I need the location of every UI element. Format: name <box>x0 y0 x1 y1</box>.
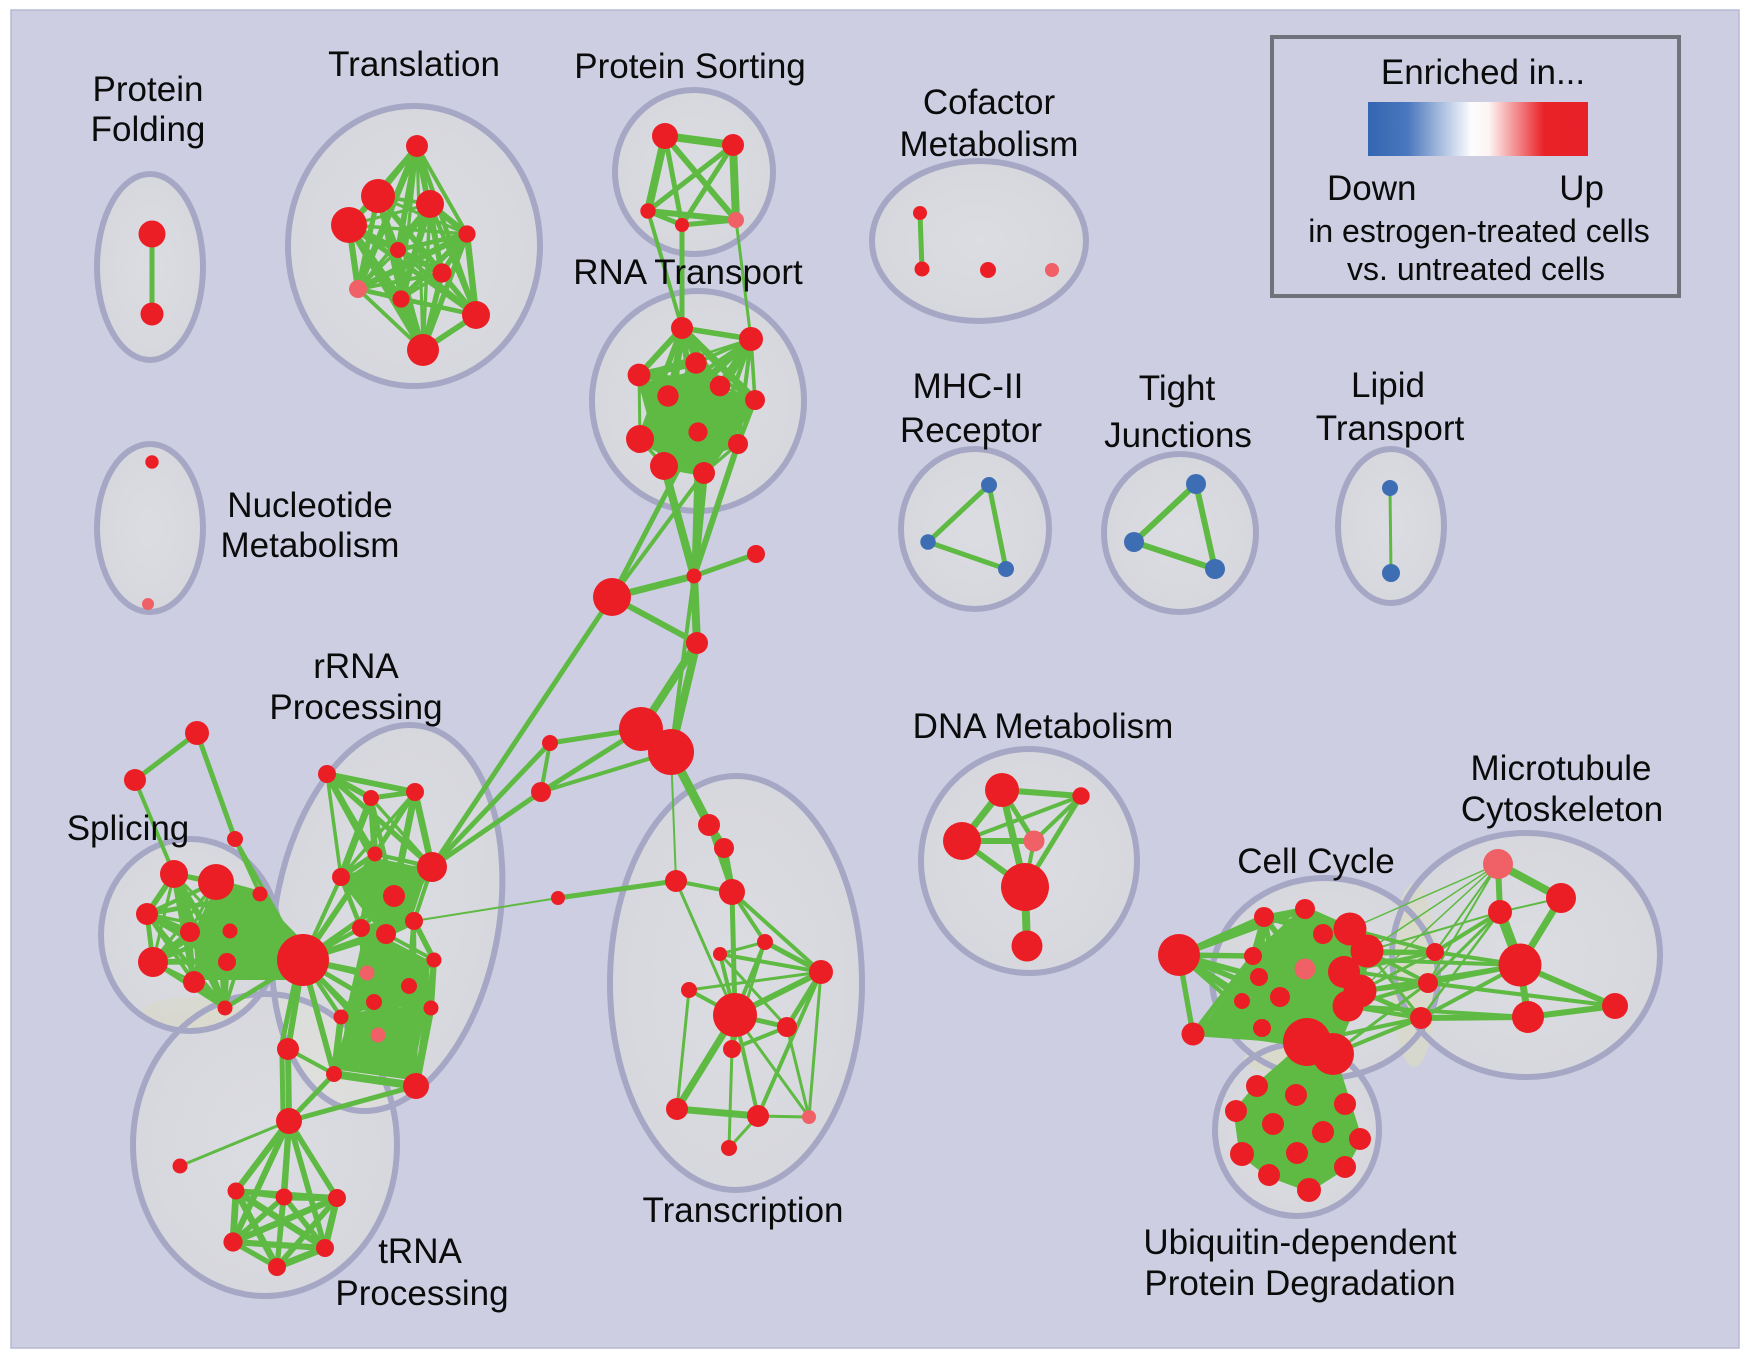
svg-text:Translation: Translation <box>328 45 500 84</box>
svg-text:Cofactor: Cofactor <box>923 83 1056 122</box>
svg-text:Metabolism: Metabolism <box>900 125 1079 164</box>
svg-text:RNA Transport: RNA Transport <box>573 253 803 292</box>
svg-text:Metabolism: Metabolism <box>221 526 400 565</box>
svg-text:rRNA: rRNA <box>313 647 399 686</box>
svg-text:Cytoskeleton: Cytoskeleton <box>1461 790 1663 829</box>
svg-text:Splicing: Splicing <box>67 809 190 848</box>
svg-text:Receptor: Receptor <box>900 411 1042 450</box>
svg-text:Protein Sorting: Protein Sorting <box>574 47 806 86</box>
svg-text:Protein Degradation: Protein Degradation <box>1144 1264 1455 1303</box>
svg-text:Lipid: Lipid <box>1351 366 1425 405</box>
svg-text:Transcription: Transcription <box>643 1191 844 1230</box>
svg-text:in estrogen-treated cells: in estrogen-treated cells <box>1308 213 1650 249</box>
svg-text:Tight: Tight <box>1139 369 1216 408</box>
svg-text:tRNA: tRNA <box>378 1232 462 1271</box>
svg-text:Processing: Processing <box>269 688 442 727</box>
svg-text:Ubiquitin-dependent: Ubiquitin-dependent <box>1143 1223 1457 1262</box>
svg-text:Protein: Protein <box>93 70 204 109</box>
svg-text:Up: Up <box>1559 169 1604 208</box>
svg-text:Processing: Processing <box>335 1274 508 1313</box>
svg-text:Nucleotide: Nucleotide <box>227 486 392 525</box>
svg-text:Transport: Transport <box>1316 409 1465 448</box>
svg-text:Microtubule: Microtubule <box>1471 749 1652 788</box>
svg-text:Cell Cycle: Cell Cycle <box>1237 842 1395 881</box>
svg-text:DNA Metabolism: DNA Metabolism <box>913 707 1174 746</box>
svg-text:Enriched in...: Enriched in... <box>1381 53 1585 92</box>
svg-text:Folding: Folding <box>91 110 206 149</box>
svg-text:MHC-II: MHC-II <box>913 367 1024 406</box>
svg-text:Junctions: Junctions <box>1104 416 1252 455</box>
svg-text:vs. untreated cells: vs. untreated cells <box>1347 251 1605 287</box>
svg-text:Down: Down <box>1327 169 1416 208</box>
